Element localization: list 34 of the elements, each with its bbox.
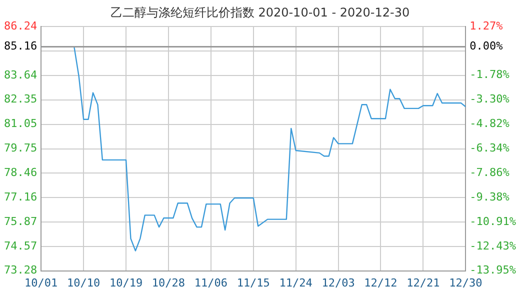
y2-tick-label: 1.27% — [470, 19, 504, 32]
y2-tick-label: -13.95% — [470, 264, 516, 277]
y-tick-label: 75.87 — [4, 214, 38, 228]
y-tick-label: 83.64 — [4, 68, 38, 82]
x-tick-label: 12/12 — [364, 276, 398, 290]
y2-tick-label: -9.38% — [470, 190, 510, 204]
y2-tick-label: -12.43% — [470, 239, 516, 252]
x-tick-label: 11/06 — [194, 276, 228, 290]
y-tick-label: 85.16 — [4, 40, 38, 53]
x-tick-label: 12/21 — [406, 276, 440, 290]
y2-tick-label: -6.34% — [470, 141, 510, 154]
y-tick-label: 78.46 — [4, 166, 38, 179]
y-tick-label: 77.16 — [4, 190, 38, 204]
y2-tick-label: -3.30% — [470, 92, 510, 106]
y-tick-label: 82.35 — [4, 92, 38, 106]
x-tick-label: 11/15 — [236, 276, 270, 290]
x-tick-label: 10/28 — [152, 276, 186, 290]
y2-tick-label: -1.78% — [470, 68, 510, 82]
x-tick-label: 10/10 — [67, 276, 100, 290]
y-tick-label: 73.28 — [4, 264, 38, 277]
chart-title: 乙二醇与涤纶短纤比价指数 2020-10-01 - 2020-12-30 — [110, 5, 410, 20]
y-tick-label: 79.75 — [4, 142, 38, 155]
x-tick-label: 10/19 — [109, 276, 143, 290]
x-tick-label: 12/30 — [449, 276, 482, 290]
y2-tick-label: 0.00% — [470, 40, 504, 53]
y-tick-label: 81.05 — [4, 117, 38, 130]
x-tick-label: 12/03 — [322, 276, 355, 290]
y2-tick-label: -4.82% — [470, 117, 510, 130]
y-tick-label: 74.57 — [4, 239, 38, 252]
x-tick-label: 11/24 — [279, 276, 313, 290]
y-tick-label: 86.24 — [4, 19, 38, 32]
y2-tick-label: -7.86% — [470, 166, 510, 179]
x-tick-label: 10/01 — [24, 276, 58, 290]
y2-tick-label: -10.91% — [470, 214, 516, 228]
